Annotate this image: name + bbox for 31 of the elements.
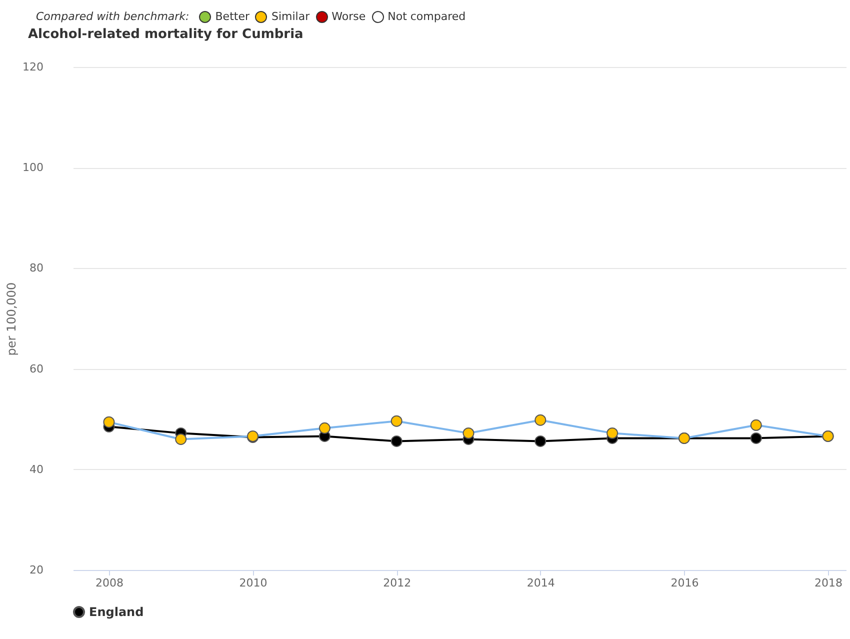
point bbox=[103, 416, 115, 428]
point bbox=[390, 436, 402, 447]
text: Worse bbox=[332, 10, 366, 23]
x-tick-label: 2012 bbox=[383, 576, 412, 590]
x-tick-label: 2016 bbox=[670, 576, 699, 590]
y-tick-label: 20 bbox=[30, 564, 44, 576]
point bbox=[534, 414, 546, 426]
text: Better bbox=[215, 10, 250, 23]
y-tick-label: 100 bbox=[22, 161, 44, 174]
y-tick-label: 120 bbox=[22, 60, 44, 74]
point bbox=[318, 422, 330, 434]
point bbox=[606, 427, 618, 439]
point bbox=[750, 432, 762, 444]
y-axis-title: per 100,000 bbox=[4, 282, 19, 356]
legend-title: Compared with benchmark: bbox=[36, 10, 190, 23]
chart-title: Alcohol-related mortality for Cumbria bbox=[28, 27, 304, 42]
text: Similar bbox=[271, 10, 310, 23]
x-tick-label: 2018 bbox=[814, 576, 843, 590]
text: Not compared bbox=[388, 10, 466, 23]
x-tick-label: 2008 bbox=[95, 576, 124, 590]
point bbox=[750, 419, 762, 431]
y-tick-label: 40 bbox=[30, 462, 44, 476]
point bbox=[462, 427, 474, 439]
y-tick-label: 60 bbox=[30, 362, 44, 376]
y-tick-label: 80 bbox=[30, 262, 44, 275]
point bbox=[175, 433, 187, 445]
x-tick-label: 2014 bbox=[526, 576, 555, 590]
legend-label: England bbox=[89, 605, 144, 619]
point bbox=[390, 415, 402, 427]
point bbox=[534, 436, 546, 447]
x-tick-label: 2010 bbox=[239, 576, 268, 590]
